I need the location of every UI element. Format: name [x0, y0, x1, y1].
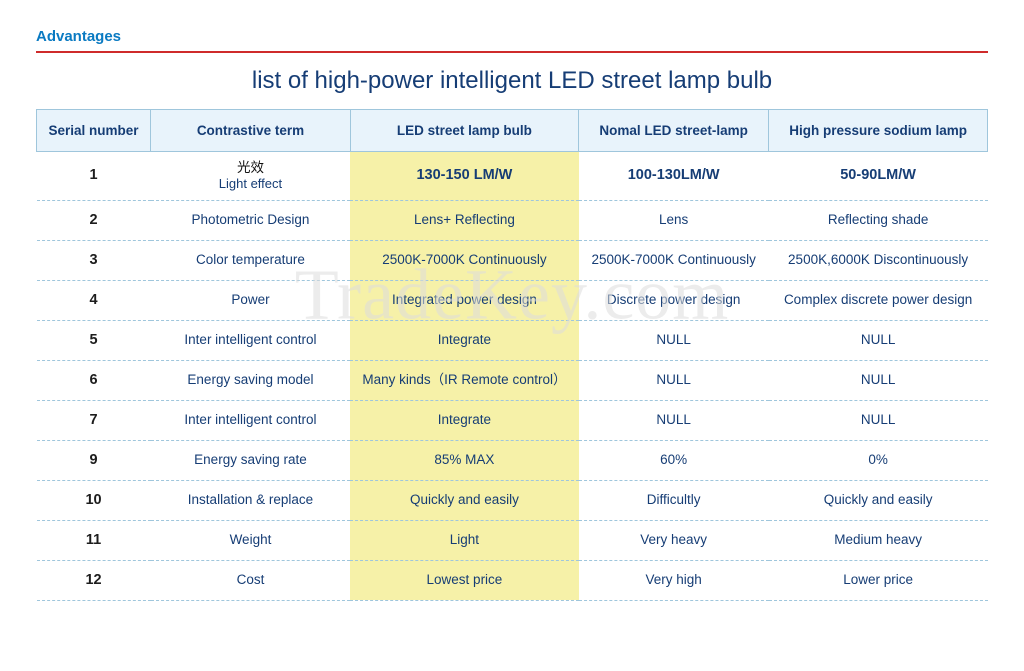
cell-term: Power: [151, 280, 351, 320]
cell-led: Integrate: [350, 320, 578, 360]
cell-serial: 3: [37, 240, 151, 280]
cell-normal: NULL: [579, 320, 769, 360]
cell-sodium: NULL: [769, 320, 988, 360]
table-row: 1 光效 Light effect 130-150 LM/W 100-130LM…: [37, 152, 988, 201]
cell-normal: NULL: [579, 360, 769, 400]
cell-normal: Discrete power design: [579, 280, 769, 320]
col-serial: Serial number: [37, 110, 151, 152]
comparison-table: Serial number Contrastive term LED stree…: [36, 109, 988, 601]
table-row: 3 Color temperature 2500K-7000K Continuo…: [37, 240, 988, 280]
table-row: 4 Power Integrated power design Discrete…: [37, 280, 988, 320]
cell-sodium: 50-90LM/W: [769, 152, 988, 201]
cell-normal: Difficultly: [579, 480, 769, 520]
cell-term: Inter intelligent control: [151, 320, 351, 360]
cell-term: Photometric Design: [151, 200, 351, 240]
cell-serial: 2: [37, 200, 151, 240]
cell-led: Many kinds（IR Remote control）: [350, 360, 578, 400]
table-header-row: Serial number Contrastive term LED stree…: [37, 110, 988, 152]
table-row: 2 Photometric Design Lens+ Reflecting Le…: [37, 200, 988, 240]
cell-led: 2500K-7000K Continuously: [350, 240, 578, 280]
cell-sodium: Quickly and easily: [769, 480, 988, 520]
cell-term: Installation & replace: [151, 480, 351, 520]
cell-term-cn: 光效: [155, 160, 347, 176]
cell-term: Weight: [151, 520, 351, 560]
cell-term-en: Light effect: [155, 176, 347, 192]
cell-led: 130-150 LM/W: [350, 152, 578, 201]
cell-serial: 11: [37, 520, 151, 560]
cell-serial: 1: [37, 152, 151, 201]
table-row: 9 Energy saving rate 85% MAX 60% 0%: [37, 440, 988, 480]
cell-sodium: Lower price: [769, 560, 988, 600]
cell-serial: 7: [37, 400, 151, 440]
cell-led: Integrated power design: [350, 280, 578, 320]
cell-term: Energy saving rate: [151, 440, 351, 480]
cell-normal: 60%: [579, 440, 769, 480]
table-body: 1 光效 Light effect 130-150 LM/W 100-130LM…: [37, 152, 988, 601]
cell-sodium: Reflecting shade: [769, 200, 988, 240]
cell-led: 85% MAX: [350, 440, 578, 480]
cell-sodium: NULL: [769, 400, 988, 440]
cell-serial: 12: [37, 560, 151, 600]
table-row: 12 Cost Lowest price Very high Lower pri…: [37, 560, 988, 600]
cell-term: Cost: [151, 560, 351, 600]
cell-normal: NULL: [579, 400, 769, 440]
cell-sodium: NULL: [769, 360, 988, 400]
table-row: 11 Weight Light Very heavy Medium heavy: [37, 520, 988, 560]
table-row: 7 Inter intelligent control Integrate NU…: [37, 400, 988, 440]
cell-sodium: Complex discrete power design: [769, 280, 988, 320]
cell-sodium: 2500K,6000K Discontinuously: [769, 240, 988, 280]
table-title: list of high-power intelligent LED stree…: [36, 67, 988, 95]
cell-serial: 5: [37, 320, 151, 360]
cell-led: Quickly and easily: [350, 480, 578, 520]
cell-normal: Very high: [579, 560, 769, 600]
cell-serial: 6: [37, 360, 151, 400]
table-row: 10 Installation & replace Quickly and ea…: [37, 480, 988, 520]
cell-normal: 100-130LM/W: [579, 152, 769, 201]
cell-led: Lowest price: [350, 560, 578, 600]
col-term: Contrastive term: [151, 110, 351, 152]
col-led: LED street lamp bulb: [350, 110, 578, 152]
table-row: 5 Inter intelligent control Integrate NU…: [37, 320, 988, 360]
cell-term: Color temperature: [151, 240, 351, 280]
cell-normal: 2500K-7000K Continuously: [579, 240, 769, 280]
cell-serial: 4: [37, 280, 151, 320]
col-normal: Nomal LED street-lamp: [579, 110, 769, 152]
cell-serial: 9: [37, 440, 151, 480]
cell-normal: Very heavy: [579, 520, 769, 560]
cell-normal: Lens: [579, 200, 769, 240]
section-label: Advantages: [36, 28, 988, 53]
cell-sodium: 0%: [769, 440, 988, 480]
cell-term: Energy saving model: [151, 360, 351, 400]
table-row: 6 Energy saving model Many kinds（IR Remo…: [37, 360, 988, 400]
cell-term: 光效 Light effect: [151, 152, 351, 201]
cell-term: Inter intelligent control: [151, 400, 351, 440]
cell-led: Light: [350, 520, 578, 560]
cell-led: Integrate: [350, 400, 578, 440]
cell-led: Lens+ Reflecting: [350, 200, 578, 240]
cell-serial: 10: [37, 480, 151, 520]
cell-sodium: Medium heavy: [769, 520, 988, 560]
col-sodium: High pressure sodium lamp: [769, 110, 988, 152]
